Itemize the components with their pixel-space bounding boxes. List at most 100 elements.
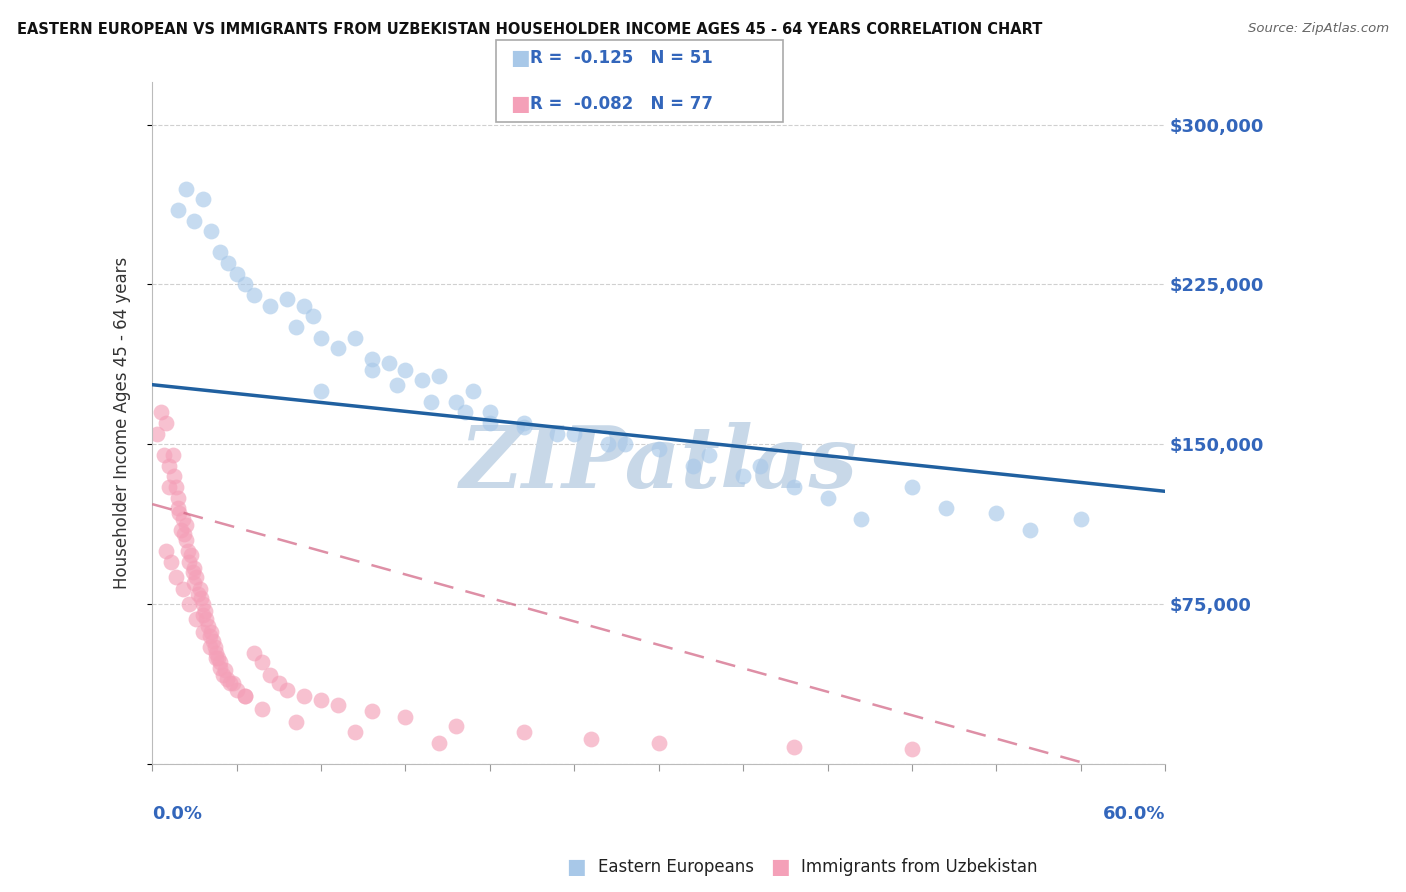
Point [162,448,184,462]
Point [183,213,205,227]
Point [191,607,214,622]
Point [614,437,637,451]
Y-axis label: Householder Income Ages 45 - 64 years: Householder Income Ages 45 - 64 years [114,257,131,590]
Text: ■: ■ [510,48,530,68]
Point [174,181,197,195]
Point [444,719,467,733]
Point [901,742,924,756]
Point [212,667,235,681]
Point [444,394,467,409]
Point [562,426,585,441]
Point [343,331,366,345]
Point [200,625,222,640]
Point [191,625,214,640]
Point [219,676,242,690]
Point [901,480,924,494]
Point [267,676,290,690]
Point [207,650,229,665]
Point [169,506,191,520]
Point [208,245,231,260]
Text: Eastern Europeans: Eastern Europeans [598,858,754,876]
Point [157,458,180,473]
Point [153,448,176,462]
Point [851,512,873,526]
Point [309,384,332,398]
Point [292,299,315,313]
Point [259,667,281,681]
Point [326,342,349,356]
Text: Source: ZipAtlas.com: Source: ZipAtlas.com [1249,22,1389,36]
Point [817,491,839,505]
Point [208,661,231,675]
Point [546,426,568,441]
Point [200,224,222,238]
Point [155,544,177,558]
Point [181,566,204,580]
Point [188,582,211,597]
Point [783,740,806,755]
Point [242,646,264,660]
Text: 60.0%: 60.0% [1102,805,1166,823]
Point [173,527,195,541]
Point [204,640,226,654]
Point [205,646,228,660]
Point [394,363,416,377]
Point [377,356,399,370]
Point [783,480,806,494]
Point [233,277,256,292]
Point [205,650,228,665]
Point [749,458,772,473]
Text: ■: ■ [510,95,530,114]
Point [198,629,221,643]
Point [326,698,349,712]
Point [215,672,238,686]
Point [1070,512,1092,526]
Point [195,612,218,626]
Point [699,448,721,462]
Point [146,426,169,441]
Point [202,633,225,648]
Point [166,202,188,217]
Point [259,299,281,313]
Point [648,736,671,750]
Point [276,293,298,307]
Point [225,682,247,697]
Point [427,369,450,384]
Point [292,689,315,703]
Text: EASTERN EUROPEAN VS IMMIGRANTS FROM UZBEKISTAN HOUSEHOLDER INCOME AGES 45 - 64 Y: EASTERN EUROPEAN VS IMMIGRANTS FROM UZBE… [17,22,1042,37]
Point [360,704,382,718]
Point [194,604,217,618]
Point [461,384,484,398]
Point [214,664,236,678]
Point [186,612,208,626]
Point [427,736,450,750]
Point [174,518,197,533]
Point [360,363,382,377]
Point [284,320,307,334]
Text: ■: ■ [567,857,586,877]
Point [411,373,433,387]
Point [986,506,1008,520]
Point [190,591,212,605]
Point [187,587,209,601]
Text: ■: ■ [770,857,790,877]
Text: 0.0%: 0.0% [152,805,202,823]
Text: R =  -0.125   N = 51: R = -0.125 N = 51 [530,49,713,67]
Point [183,561,205,575]
Point [159,555,181,569]
Point [309,693,332,707]
Point [174,533,197,548]
Point [172,582,194,597]
Point [225,267,247,281]
Point [301,310,323,324]
Point [157,480,180,494]
Point [309,331,332,345]
Point [183,576,205,591]
Point [166,491,188,505]
Point [233,689,256,703]
Point [208,655,231,669]
Point [166,501,188,516]
Point [284,714,307,729]
Point [1019,523,1042,537]
Point [648,442,671,456]
